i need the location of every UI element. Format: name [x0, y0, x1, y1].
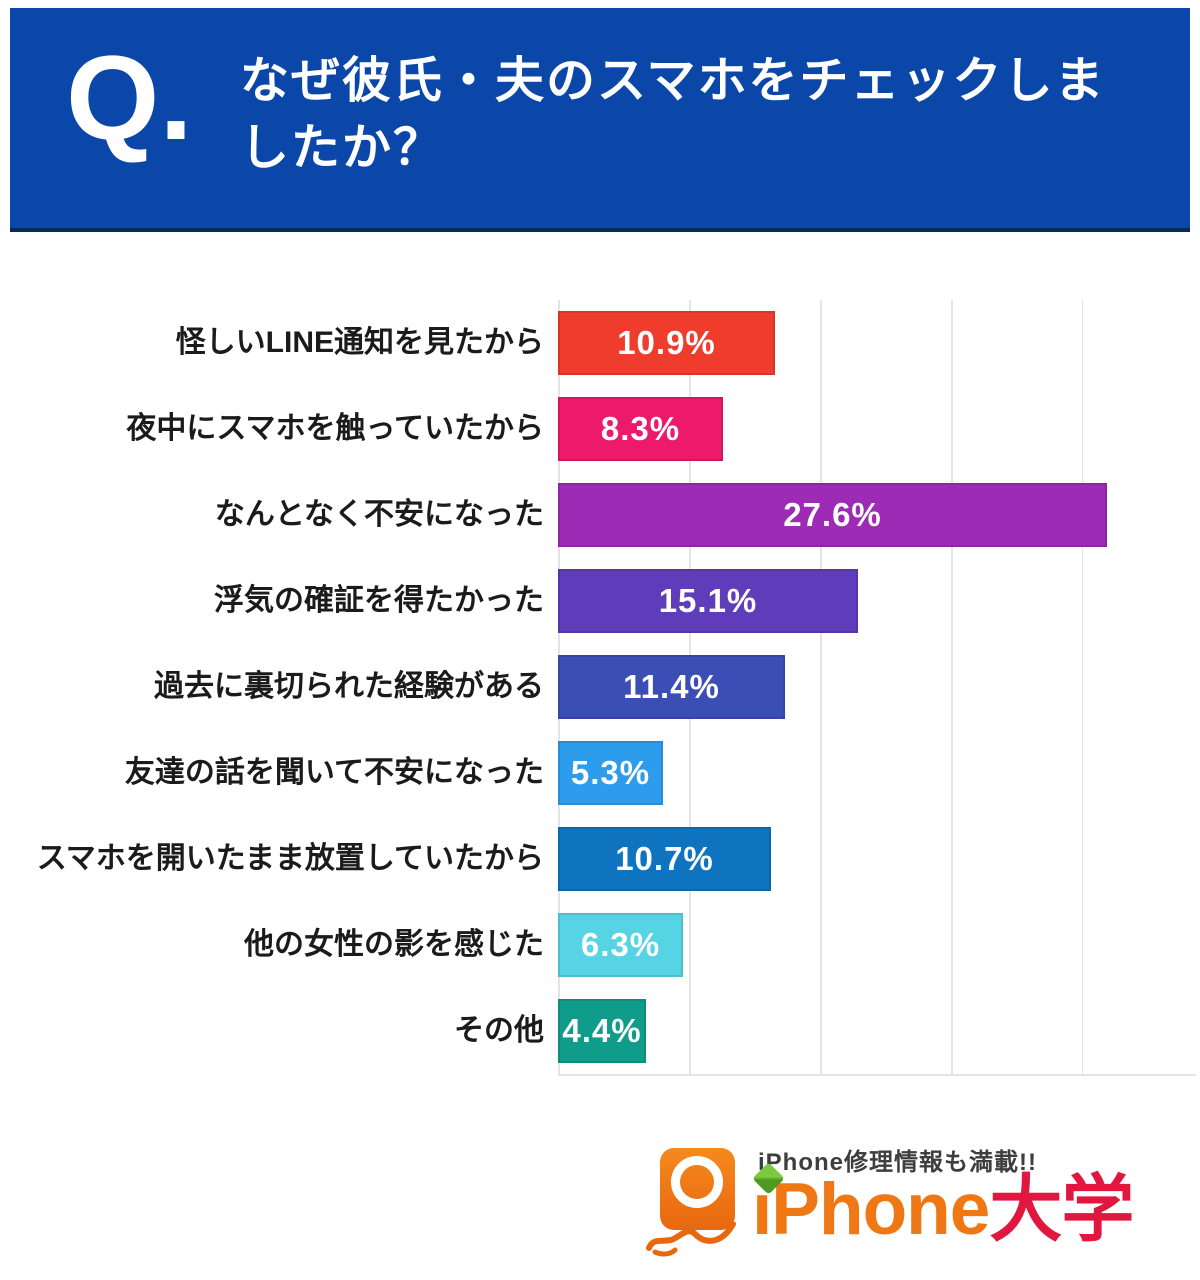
brand-text: ıPhone大学 [752, 1169, 1134, 1250]
bar: 5.3% [558, 741, 663, 805]
x-axis-baseline [558, 1074, 1196, 1076]
stamp-icon [660, 1148, 735, 1230]
bar: 11.4% [558, 655, 785, 719]
category-label: なんとなく不安になった [214, 498, 544, 531]
bar: 10.9% [558, 311, 775, 375]
bar: 4.4% [558, 999, 646, 1063]
question-title-line2: したか？ [240, 121, 445, 175]
bar: 6.3% [558, 913, 683, 977]
question-header: Q. なぜ彼氏・夫のスマホをチェックしま したか？ [10, 8, 1190, 232]
q-mark: Q. [66, 31, 193, 165]
brand-text-iphone: ıPhone [752, 1169, 990, 1250]
value-label: 27.6% [783, 496, 882, 533]
value-label: 8.3% [600, 410, 681, 447]
value-label: 11.4% [623, 668, 720, 705]
category-label: その他 [454, 1014, 544, 1047]
bar: 10.7% [558, 827, 771, 891]
bar: 15.1% [558, 569, 858, 633]
bar: 8.3% [558, 397, 723, 461]
brand-text-daigaku: 大学 [989, 1169, 1134, 1250]
value-label: 15.1% [658, 582, 758, 619]
value-label: 6.3% [580, 926, 661, 963]
question-title: なぜ彼氏・夫のスマホをチェックしま したか？ [240, 48, 1106, 182]
category-label: 過去に裏切られた経験がある [154, 670, 544, 703]
category-label: 怪しいLINE通知を見たから [175, 326, 544, 359]
question-title-line1: なぜ彼氏・夫のスマホをチェックしま [240, 54, 1106, 108]
category-label: 友達の話を聞いて不安になった [124, 756, 544, 789]
category-label: 他の女性の影を感じた [244, 928, 544, 961]
value-label: 4.4% [562, 1012, 642, 1049]
value-label: 5.3% [570, 754, 651, 791]
logo-tagline: iPhone修理情報も満載!! [758, 1149, 1037, 1176]
value-label: 10.9% [617, 324, 716, 361]
category-label: 浮気の確証を得たかった [214, 584, 544, 617]
bar: 27.6% [558, 483, 1107, 547]
category-label: 夜中にスマホを触っていたから [126, 412, 544, 445]
value-label: 10.7% [615, 840, 714, 877]
ribbon-tail-icon [646, 1222, 736, 1257]
category-label: スマホを開いたまま放置していたから [36, 842, 544, 875]
ring-icon [671, 1156, 723, 1208]
